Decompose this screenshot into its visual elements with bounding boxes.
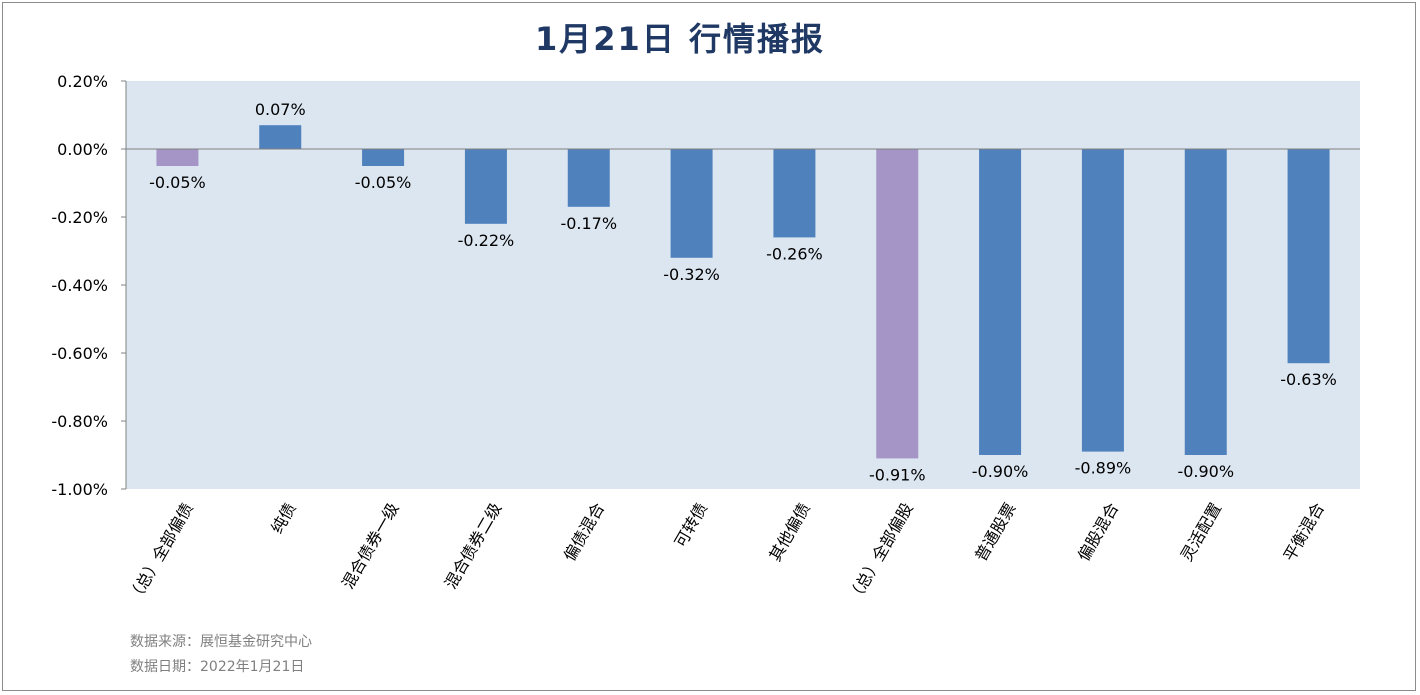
x-tick-label: 偏股混合 [1074,500,1122,565]
data-label: -0.22% [458,231,515,250]
data-label: -0.17% [560,214,617,233]
data-label: -0.05% [149,173,206,192]
bar [876,149,919,459]
y-tick-label: -0.20% [51,208,108,227]
bar [362,149,405,166]
bar [156,149,199,166]
x-tick-label: 可转债 [671,500,711,551]
bar [464,149,507,224]
data-label: -0.91% [869,465,926,484]
x-tick-label: （总）全部偏股 [844,500,916,607]
x-tick-label: 平衡混合 [1280,500,1328,565]
x-tick-label: 混合债券二级 [441,499,505,592]
y-tick-label: -0.40% [51,276,108,295]
plot-area [126,81,1360,489]
data-label: -0.05% [355,173,412,192]
x-tick-label: 纯债 [267,500,299,537]
data-label: -0.90% [972,462,1029,481]
data-label: 0.07% [255,100,306,119]
data-label: -0.26% [766,244,823,263]
bar [773,149,816,238]
data-label: -0.90% [1177,462,1234,481]
bar [670,149,713,258]
bar [259,125,302,149]
x-tick-label: 灵活配置 [1177,500,1225,565]
y-tick-label: -0.60% [51,344,108,363]
chart-title: 1月21日 行情播报 [535,20,825,58]
data-label: -0.89% [1075,459,1132,478]
x-tick-label: 其他偏债 [765,500,813,565]
bar [1287,149,1330,364]
bar [567,149,610,207]
data-label: -0.32% [663,265,720,284]
x-tick-label: 混合债券一级 [338,500,402,593]
x-tick-label: 偏债混合 [560,500,608,565]
x-tick-label: 普通股票 [971,499,1019,564]
x-tick-label: （总）全部偏债 [124,500,196,607]
bar [1081,149,1124,452]
y-tick-label: 0.00% [57,140,108,159]
y-tick-label: -0.80% [51,412,108,431]
y-tick-label: 0.20% [57,72,108,91]
bar [979,149,1022,455]
data-source-note: 数据来源：展恒基金研究中心 [130,634,312,650]
bar [1184,149,1227,455]
data-label: -0.63% [1280,370,1337,389]
y-tick-label: -1.00% [51,480,108,499]
data-date-note: 数据日期：2022年1月21日 [130,659,305,675]
